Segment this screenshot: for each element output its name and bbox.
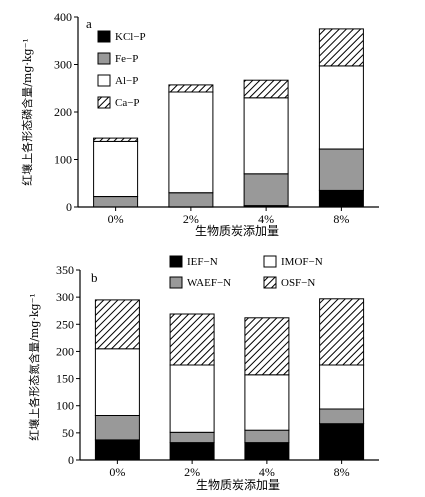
legend-swatch-cap	[97, 96, 111, 109]
legend-b: IEF−N WAEF−N IMOF−N OSF−N	[169, 255, 323, 289]
chart-a-marks	[93, 28, 364, 208]
legend-label-osfn: OSF−N	[281, 277, 315, 289]
legend-label-cap: Ca−P	[115, 97, 140, 109]
x-axis-title-a: 生物质炭添加量	[195, 224, 279, 238]
bar-b-0pct-waefn	[94, 415, 140, 441]
bar-a-4pct-fep	[243, 173, 289, 207]
chart-panel-b: b IEF−N WAEF−N IMOF−N OSF−N 0% 2% 4% 8% 0 50 100 1…	[27, 255, 379, 492]
bar-a-8pct-fep	[318, 148, 364, 191]
bar-a-0pct-fep	[93, 196, 139, 208]
bar-a-4pct-cap	[243, 79, 289, 99]
bar-b-8pct-waefn	[319, 408, 365, 425]
y-tick-label: 100	[56, 399, 74, 413]
legend-swatch-waefn	[169, 276, 183, 289]
y-axis-title-b: 红壤上各形态氮含量/mg·kg⁻¹	[27, 293, 41, 441]
x-tick-label: 0%	[108, 212, 124, 226]
legend-label-fep: Fe−P	[115, 53, 138, 65]
legend-swatch-imofn	[263, 255, 277, 268]
x-tick-label: 4%	[258, 212, 274, 226]
y-tick-label: 0	[66, 200, 72, 214]
y-tick-label: 350	[56, 263, 74, 277]
bar-a-8pct-kclp	[318, 189, 364, 208]
bar-b-2pct-iefn	[169, 442, 215, 461]
legend-label-alp: Al−P	[115, 75, 138, 87]
y-axis-title-a: 红壤上各形态磷含量/mg·kg⁻¹	[20, 38, 34, 186]
bar-b-0pct-imofn	[94, 348, 140, 417]
y-tick-label: 300	[56, 290, 74, 304]
bar-a-2pct-alp	[168, 91, 214, 194]
bar-b-4pct-imofn	[244, 374, 290, 431]
bar-b-2pct-imofn	[169, 364, 215, 433]
y-tick-label: 100	[54, 153, 72, 167]
bar-a-8pct-cap	[318, 28, 364, 67]
legend-a: KCl−P Fe−P Al−P Ca−P	[97, 30, 146, 109]
y-tick-label: 50	[62, 426, 74, 440]
panel-a-letter: a	[86, 16, 92, 31]
chart-b-marks	[94, 298, 365, 461]
bar-b-0pct-iefn	[94, 439, 140, 461]
y-tick-label: 0	[68, 453, 74, 467]
bar-b-2pct-waefn	[169, 431, 215, 444]
y-tick-label: 200	[56, 344, 74, 358]
y-tick-label: 250	[56, 317, 74, 331]
bar-a-4pct-alp	[243, 97, 289, 175]
x-axis-title-b: 生物质炭添加量	[196, 478, 280, 492]
bar-b-4pct-iefn	[244, 442, 290, 461]
bar-a-8pct-alp	[318, 65, 364, 150]
chart-panel-a: a KCl−P Fe−P Al−P Ca−P 0% 2% 4% 8% 0 100 200 300 40…	[20, 10, 379, 238]
chart-b-axes: 0% 2% 4% 8% 0 50 100 150 200 250 300 350	[56, 263, 379, 479]
y-tick-label: 150	[56, 372, 74, 386]
y-tick-label: 300	[54, 58, 72, 72]
bar-b-8pct-osfn	[319, 298, 365, 366]
bar-b-0pct-osfn	[94, 299, 140, 350]
legend-swatch-osfn	[263, 276, 277, 289]
legend-swatch-fep	[97, 52, 111, 65]
legend-label-waefn: WAEF−N	[187, 277, 231, 289]
bar-a-2pct-fep	[168, 192, 214, 208]
legend-label-kclp: KCl−P	[115, 31, 146, 43]
legend-label-iefn: IEF−N	[187, 256, 218, 268]
bar-a-2pct-cap	[168, 84, 214, 93]
bar-b-4pct-osfn	[244, 317, 290, 376]
x-tick-label: 0%	[109, 465, 125, 479]
x-tick-label: 2%	[183, 212, 199, 226]
x-tick-label: 8%	[334, 465, 350, 479]
legend-swatch-alp	[97, 74, 111, 87]
bar-b-8pct-imofn	[319, 364, 365, 410]
x-tick-label: 8%	[333, 212, 349, 226]
legend-label-imofn: IMOF−N	[281, 256, 323, 268]
bar-b-4pct-waefn	[244, 429, 290, 444]
bar-a-0pct-alp	[93, 140, 139, 197]
legend-swatch-iefn	[169, 255, 183, 268]
bar-a-0pct-cap	[93, 137, 139, 142]
x-tick-label: 4%	[259, 465, 275, 479]
bar-b-2pct-osfn	[169, 313, 215, 366]
chart-a-axes: 0% 2% 4% 8% 0 100 200 300 400	[54, 10, 379, 226]
x-tick-label: 2%	[184, 465, 200, 479]
y-tick-label: 400	[54, 10, 72, 24]
panel-b-letter: b	[91, 270, 98, 285]
bar-b-8pct-iefn	[319, 423, 365, 461]
legend-swatch-kclp	[97, 30, 111, 43]
y-tick-label: 200	[54, 105, 72, 119]
